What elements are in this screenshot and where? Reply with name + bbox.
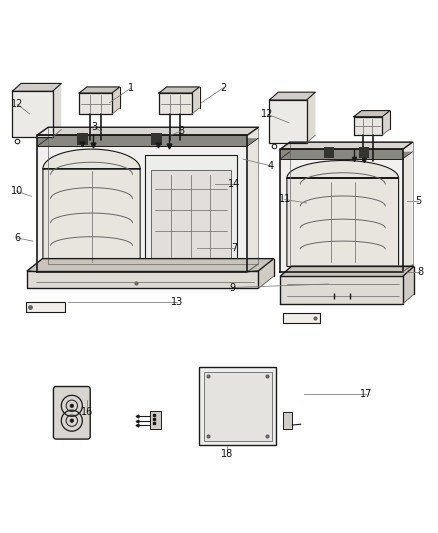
Polygon shape [159,93,192,114]
Circle shape [70,404,74,408]
Polygon shape [204,372,272,441]
Text: 18: 18 [221,449,233,458]
Polygon shape [79,93,112,114]
Text: 9: 9 [229,282,235,293]
Polygon shape [199,367,276,445]
Polygon shape [359,147,369,158]
Polygon shape [269,100,307,143]
Polygon shape [12,91,53,138]
Polygon shape [37,127,258,135]
Polygon shape [283,412,292,430]
Text: 12: 12 [261,109,273,119]
Polygon shape [150,411,161,430]
Polygon shape [53,84,61,138]
Text: 14: 14 [228,179,240,189]
Polygon shape [192,87,200,114]
Polygon shape [26,302,65,312]
Polygon shape [287,160,399,266]
Polygon shape [159,87,200,93]
Polygon shape [37,135,247,146]
Text: 5: 5 [415,196,421,206]
Polygon shape [280,266,414,276]
Polygon shape [43,149,140,266]
Text: 10: 10 [11,186,23,196]
Text: 1: 1 [128,83,134,93]
Polygon shape [403,142,413,272]
Polygon shape [151,170,231,261]
Text: 17: 17 [360,389,372,399]
Polygon shape [112,87,120,114]
Polygon shape [37,138,258,146]
Polygon shape [12,84,61,91]
Polygon shape [354,117,382,135]
Polygon shape [403,266,414,304]
Polygon shape [280,152,413,159]
Polygon shape [27,271,258,288]
Text: 4: 4 [268,161,274,171]
Text: 11: 11 [279,195,291,205]
Polygon shape [151,133,162,145]
Polygon shape [145,155,237,266]
FancyBboxPatch shape [53,386,90,439]
Polygon shape [382,110,390,135]
Text: 12: 12 [11,100,24,109]
Polygon shape [283,313,320,322]
Polygon shape [354,110,390,117]
Polygon shape [247,127,258,272]
Text: 6: 6 [14,233,21,243]
Text: 7: 7 [231,243,237,253]
Polygon shape [280,149,403,159]
Text: 2: 2 [220,83,226,93]
Polygon shape [77,133,88,145]
Text: 3: 3 [91,122,97,132]
Text: 8: 8 [417,266,424,277]
Polygon shape [280,149,403,272]
Polygon shape [307,92,315,143]
Polygon shape [258,259,274,288]
Polygon shape [280,142,413,149]
Polygon shape [280,276,403,304]
Polygon shape [324,147,334,158]
Text: 13: 13 [171,297,184,308]
Polygon shape [27,259,274,271]
Text: 16: 16 [81,407,93,417]
Polygon shape [79,87,120,93]
Text: 3: 3 [179,126,185,136]
Polygon shape [37,135,247,272]
Polygon shape [269,92,315,100]
Circle shape [70,419,74,423]
